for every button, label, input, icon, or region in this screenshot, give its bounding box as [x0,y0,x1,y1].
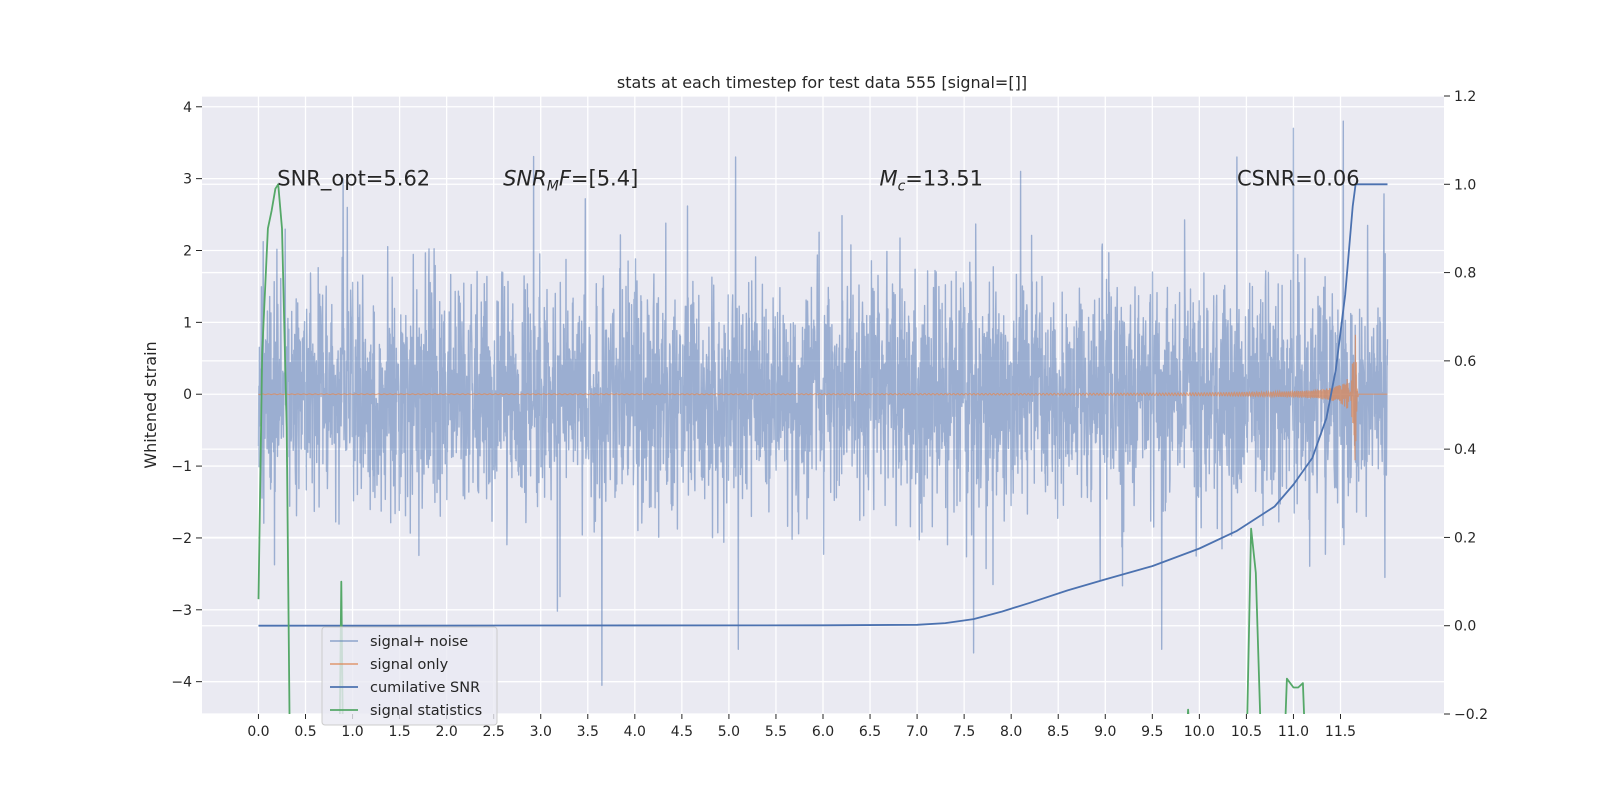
y-tick-label: 0 [183,387,192,403]
x-tick-label: 8.5 [1047,724,1069,740]
y-tick-label: −2 [171,531,192,547]
y-axis-ticks: −4 −3 −2 −1 0 1 2 3 4 [171,100,202,691]
x-tick-label: 5.5 [765,724,787,740]
x-tick-label: 7.5 [953,724,975,740]
x-tick-label: 6.0 [812,724,834,740]
x-axis-ticks: 0.0 0.5 1.0 1.5 2.0 2.5 3.0 3.5 4.0 4.5 5.0 5.5 6.0 6… [247,714,1356,740]
x-tick-label: 2.0 [436,724,458,740]
x-tick-label: 1.5 [388,724,410,740]
x-tick-label: 8.0 [1000,724,1022,740]
legend-label: signal only [370,657,449,673]
x-tick-label: 7.0 [906,724,928,740]
legend-label: signal+ noise [370,634,468,650]
y-tick-label: 1 [183,315,192,331]
y2-tick-label: 0.2 [1454,530,1476,546]
series-line-signal-noise [257,120,1389,686]
x-tick-label: 4.5 [671,724,693,740]
x-tick-label: 11.0 [1278,724,1309,740]
annotation-text: SNR_opt=5.62 [277,167,430,192]
y-tick-label: −1 [171,459,192,475]
y2-axis-ticks: −0.2 0.0 0.2 0.4 0.6 0.8 1.0 1.2 [1444,89,1488,723]
y2-tick-label: 1.2 [1454,89,1476,105]
legend-label: signal statistics [370,703,482,719]
x-tick-label: 10.5 [1231,724,1262,740]
x-tick-label: 6.5 [859,724,881,740]
y2-tick-label: −0.2 [1454,707,1488,723]
legend-label: cumilative SNR [370,680,480,696]
x-tick-label: 9.5 [1141,724,1163,740]
x-tick-label: 3.5 [577,724,599,740]
chart-title: stats at each timestep for test data 555… [617,73,1027,92]
x-tick-label: 4.0 [624,724,646,740]
y-tick-label: 2 [183,244,192,260]
x-tick-label: 2.5 [483,724,505,740]
legend-box [321,626,498,726]
x-tick-label: 0.5 [294,724,316,740]
annotations: SNR_opt=5.62 SNRMF=[5.4] Mc=13.51 CSNR=0.06 [277,167,1359,195]
series-line-signal-statistics [257,183,1305,714]
annotation-text: SNRMF=[5.4] [503,167,638,195]
series-layer [257,120,1389,714]
y2-tick-label: 0.6 [1454,354,1476,370]
y2-tick-label: 0.4 [1454,442,1476,458]
x-tick-label: 5.0 [718,724,740,740]
y-tick-label: 4 [183,100,192,116]
x-tick-label: 11.5 [1325,724,1356,740]
series-line-cumilative-snr [258,183,1388,627]
annotation-text: CSNR=0.06 [1237,167,1360,191]
series-line-signal-only [258,334,1388,461]
x-tick-label: 9.0 [1094,724,1116,740]
x-tick-label: 0.0 [247,724,269,740]
y2-tick-label: 1.0 [1454,177,1476,193]
x-tick-label: 1.0 [341,724,363,740]
y2-tick-label: 0.8 [1454,266,1476,282]
y-tick-label: 3 [183,172,192,188]
x-tick-label: 3.0 [530,724,552,740]
y-tick-label: −3 [171,603,192,619]
x-tick-label: 10.0 [1184,724,1215,740]
legend: signal+ noise signal only cumilative SNR si… [321,626,498,726]
y-axis-label: Whitened strain [141,341,160,468]
y-tick-label: −4 [171,675,192,691]
y2-tick-label: 0.0 [1454,619,1476,635]
annotation-text: Mc=13.51 [879,167,983,195]
